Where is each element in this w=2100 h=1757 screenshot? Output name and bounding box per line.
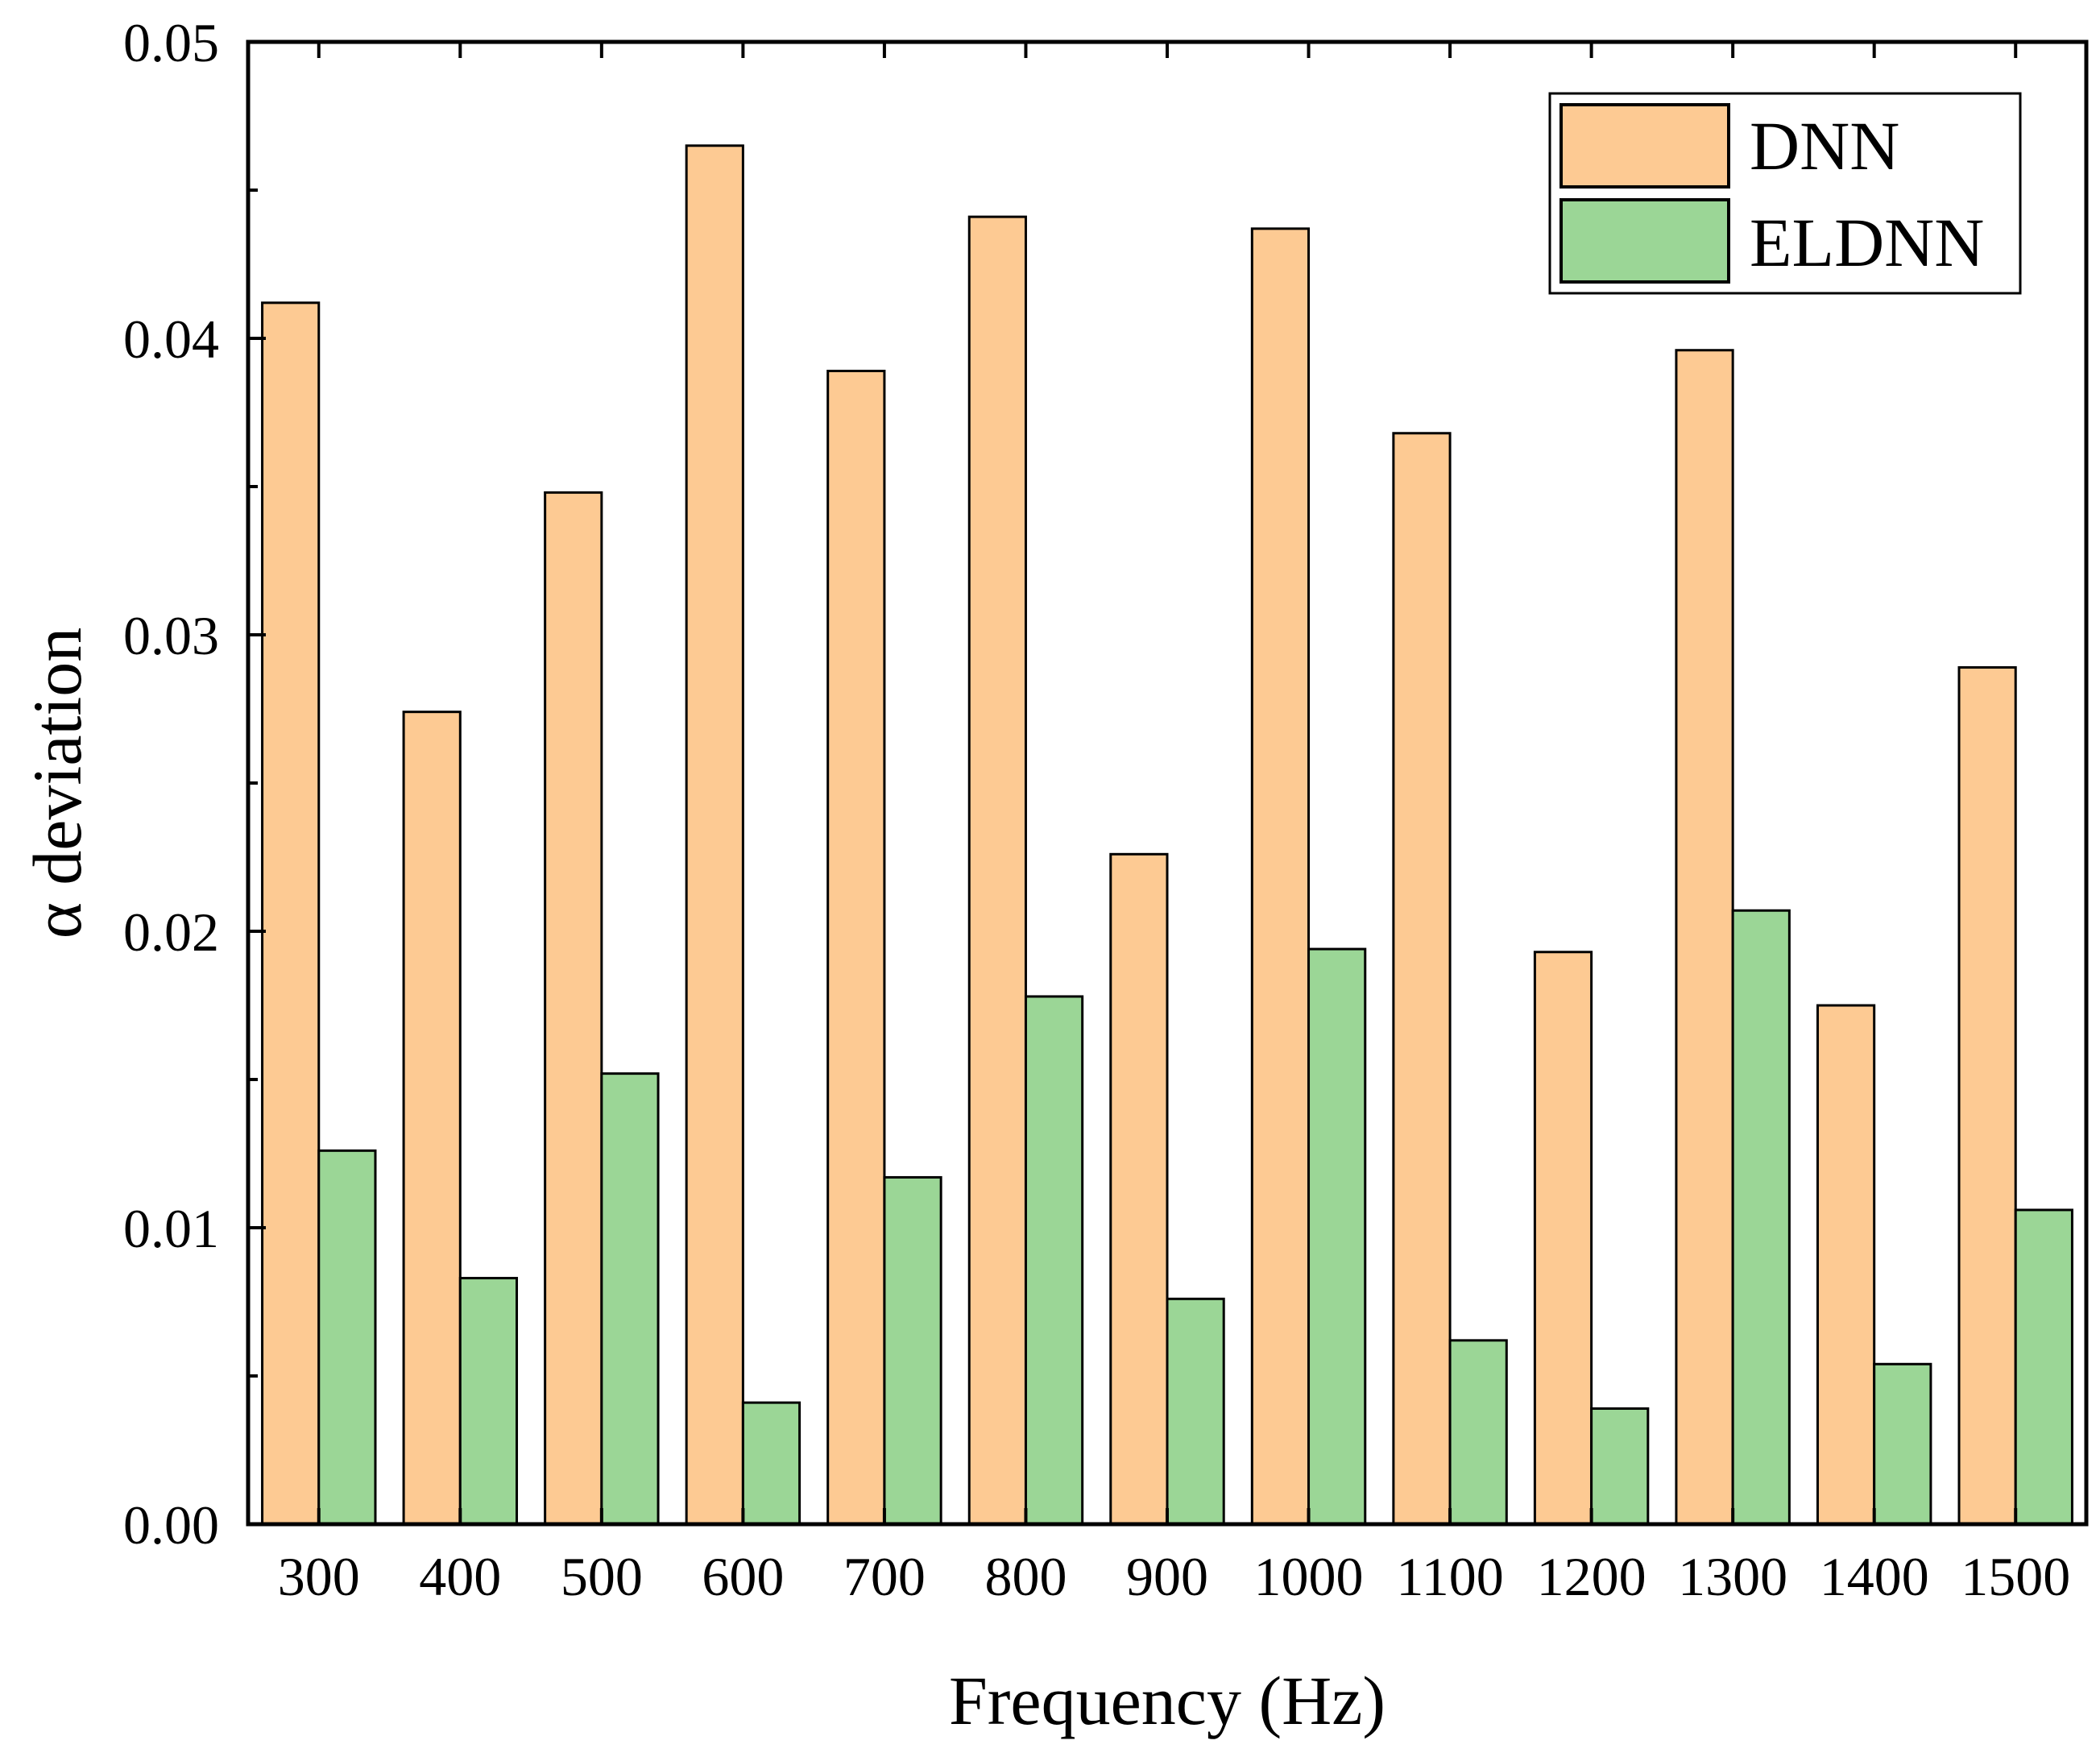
bar-dnn-300 xyxy=(261,301,321,1526)
x-tick-label: 1000 xyxy=(1254,1546,1364,1607)
x-tick-label: 500 xyxy=(561,1546,643,1607)
bar-eldnn-800 xyxy=(1024,995,1084,1526)
y-axis-title: α deviation xyxy=(19,628,96,939)
legend: DNN ELDNN xyxy=(1548,92,2022,295)
bar-dnn-1400 xyxy=(1816,1004,1876,1526)
bar-dnn-1200 xyxy=(1533,951,1593,1526)
bar-dnn-800 xyxy=(967,215,1027,1526)
bar-eldnn-1400 xyxy=(1873,1362,1932,1526)
bar-dnn-1500 xyxy=(1957,665,2017,1526)
x-tick-label: 1300 xyxy=(1678,1546,1787,1607)
bar-eldnn-1200 xyxy=(1590,1407,1650,1526)
legend-swatch-dnn xyxy=(1559,103,1730,189)
bar-dnn-1100 xyxy=(1392,432,1452,1526)
bar-dnn-700 xyxy=(826,369,886,1526)
y-tick-label: 0.03 xyxy=(123,605,219,666)
y-tick-label: 0.05 xyxy=(123,12,219,73)
x-tick-label: 600 xyxy=(702,1546,784,1607)
bar-dnn-1000 xyxy=(1250,227,1311,1526)
y-tick-label: 0.04 xyxy=(123,309,219,370)
bar-eldnn-900 xyxy=(1166,1297,1225,1526)
bar-eldnn-500 xyxy=(600,1072,660,1526)
x-tick-label: 700 xyxy=(843,1546,926,1607)
x-tick-label: 1200 xyxy=(1537,1546,1646,1607)
bar-eldnn-700 xyxy=(883,1175,942,1526)
bar-eldnn-400 xyxy=(458,1277,519,1526)
bar-eldnn-1300 xyxy=(1731,909,1791,1526)
x-tick-label: 300 xyxy=(278,1546,360,1607)
bar-dnn-600 xyxy=(685,144,744,1526)
bar-eldnn-1000 xyxy=(1307,947,1367,1526)
y-tick-label: 0.00 xyxy=(123,1494,219,1556)
legend-label-eldnn: ELDNN xyxy=(1750,204,1984,281)
x-tick-label: 900 xyxy=(1126,1546,1208,1607)
plot-frame xyxy=(246,39,2089,1527)
y-tick-label: 0.02 xyxy=(123,901,219,963)
x-tick-label: 400 xyxy=(419,1546,501,1607)
y-tick-label: 0.01 xyxy=(123,1198,219,1259)
bar-eldnn-1100 xyxy=(1448,1339,1508,1526)
legend-label-dnn: DNN xyxy=(1750,107,1899,184)
bar-dnn-400 xyxy=(402,711,462,1526)
bar-dnn-500 xyxy=(544,491,603,1526)
bar-eldnn-600 xyxy=(741,1401,801,1526)
x-tick-label: 1500 xyxy=(1961,1546,2070,1607)
bar-eldnn-300 xyxy=(317,1149,377,1526)
bar-dnn-1300 xyxy=(1675,349,1734,1526)
x-tick-label: 1100 xyxy=(1396,1546,1503,1607)
bars-layer xyxy=(261,144,2073,1526)
ticks-layer: 300 400 500 600 700 800 900 1000 1100 1200 1300 140… xyxy=(123,12,2070,1607)
x-tick-label: 800 xyxy=(984,1546,1067,1607)
legend-swatch-eldnn xyxy=(1559,198,1730,284)
x-axis-title: Frequency (Hz) xyxy=(949,1662,1386,1739)
bar-dnn-900 xyxy=(1109,852,1169,1526)
bar-eldnn-1500 xyxy=(2014,1208,2073,1526)
x-tick-label: 1400 xyxy=(1820,1546,1929,1607)
